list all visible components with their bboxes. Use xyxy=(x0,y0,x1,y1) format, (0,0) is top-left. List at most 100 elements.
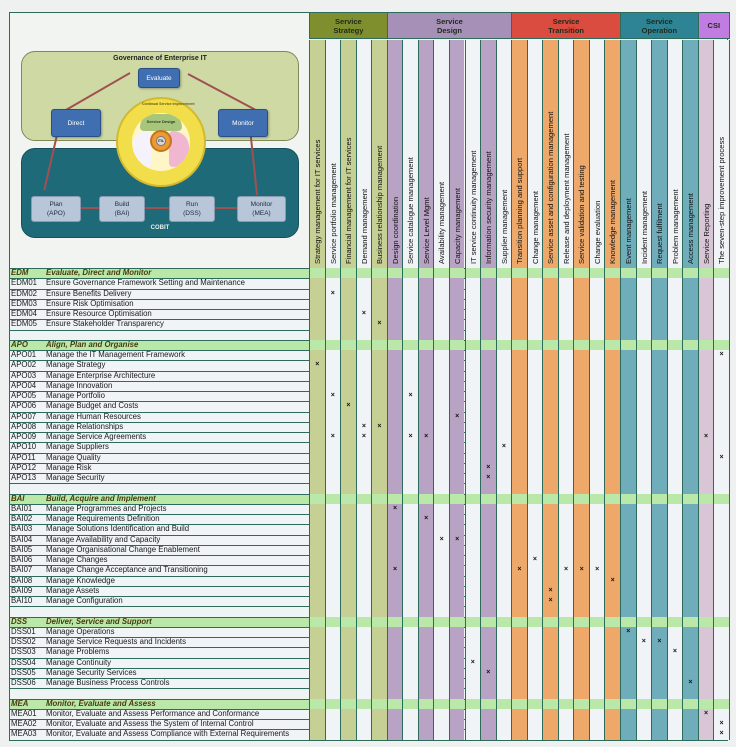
matrix-cell xyxy=(557,544,574,555)
matrix-cell xyxy=(635,319,652,330)
matrix-cell xyxy=(480,380,496,391)
matrix-cell xyxy=(635,534,652,545)
matrix-cell xyxy=(464,647,481,658)
matrix-cell xyxy=(402,503,418,514)
matrix-cell xyxy=(573,298,589,309)
matrix-cell xyxy=(526,473,543,484)
matrix-cell xyxy=(309,411,325,422)
matrix-cell xyxy=(542,667,558,678)
matrix-cell xyxy=(511,708,527,719)
mapping-mark-icon: × xyxy=(392,566,398,574)
matrix-cell xyxy=(666,442,683,453)
matrix-cell xyxy=(371,370,387,381)
matrix-cell xyxy=(526,493,543,504)
matrix-cell xyxy=(355,678,372,689)
matrix-cell xyxy=(604,493,620,504)
matrix-cell xyxy=(402,462,418,473)
matrix-cell xyxy=(309,719,325,730)
matrix-cell xyxy=(542,616,558,627)
mapping-mark-icon: × xyxy=(377,422,382,430)
section-title: Monitor, Evaluate and Assess xyxy=(46,698,156,708)
matrix-cell xyxy=(371,585,387,596)
process-row: APO07 Manage Human Resources × xyxy=(10,411,730,422)
matrix-cell xyxy=(433,411,449,422)
matrix-cell xyxy=(433,503,449,514)
matrix-cell xyxy=(635,268,652,279)
matrix-cell xyxy=(588,606,605,617)
matrix-cell xyxy=(573,350,589,361)
group-header: CSI xyxy=(697,12,730,39)
process-name: Manage the IT Management Framework xyxy=(46,350,185,359)
matrix-cell xyxy=(604,473,620,484)
matrix-cell xyxy=(604,719,620,730)
row-right-border xyxy=(728,401,730,412)
matrix-cell xyxy=(511,452,527,463)
matrix-cell xyxy=(417,350,434,361)
matrix-cell xyxy=(309,309,325,320)
matrix-cell xyxy=(666,524,683,535)
section-header-row: MEA Monitor, Evaluate and Assess xyxy=(10,698,730,709)
mapping-mark-icon: × xyxy=(626,627,631,635)
matrix-cell xyxy=(526,432,543,443)
matrix-cell xyxy=(511,626,527,637)
process-code: DSS05 xyxy=(11,667,36,677)
matrix-cell xyxy=(542,339,558,350)
column-header-label: Service catalogue management xyxy=(406,157,416,264)
process-code: EDM01 xyxy=(11,278,37,288)
matrix-cell xyxy=(324,268,341,279)
matrix-cell xyxy=(588,657,605,668)
matrix-cell xyxy=(588,452,605,463)
group-header: Service Strategy xyxy=(309,12,388,39)
matrix-cell xyxy=(651,391,667,402)
matrix-cell xyxy=(340,432,356,443)
matrix-cell xyxy=(542,473,558,484)
row-right-border xyxy=(728,698,730,709)
matrix-cell xyxy=(324,606,341,617)
matrix-cell xyxy=(371,493,387,504)
matrix-cell xyxy=(542,678,558,689)
matrix-cell xyxy=(371,678,387,689)
matrix-cell xyxy=(495,473,512,484)
matrix-cell xyxy=(651,339,667,350)
matrix-cell xyxy=(573,647,589,658)
matrix-cell xyxy=(324,647,341,658)
matrix-cell xyxy=(526,688,543,699)
section-header-row: BAI Build, Acquire and Implement xyxy=(10,493,730,504)
process-name: Manage Continuity xyxy=(46,657,112,667)
matrix-cell xyxy=(557,339,574,350)
matrix-cell xyxy=(635,585,652,596)
matrix-cell xyxy=(557,288,574,299)
matrix-cell xyxy=(526,411,543,422)
matrix-cell xyxy=(666,544,683,555)
matrix-cell xyxy=(386,585,403,596)
matrix-cell xyxy=(682,278,698,289)
matrix-cell xyxy=(371,575,387,586)
matrix-cell xyxy=(557,555,574,566)
matrix-cell xyxy=(448,565,465,576)
matrix-cell xyxy=(480,596,496,607)
matrix-cell xyxy=(448,370,465,381)
matrix-cell xyxy=(635,688,652,699)
matrix-cell xyxy=(480,493,496,504)
matrix-cell xyxy=(682,401,698,412)
matrix-cell xyxy=(697,391,714,402)
matrix-cell xyxy=(666,288,683,299)
matrix-cell xyxy=(324,524,341,535)
matrix-cell xyxy=(557,596,574,607)
matrix-cell xyxy=(480,309,496,320)
mapping-mark-icon: × xyxy=(486,668,491,676)
matrix-cell xyxy=(433,360,449,371)
matrix-cell xyxy=(309,319,325,330)
matrix-cell xyxy=(309,555,325,566)
matrix-cell xyxy=(324,493,341,504)
matrix-cell xyxy=(324,278,341,289)
matrix-cell xyxy=(682,667,698,678)
matrix-cell xyxy=(620,524,636,535)
matrix-cell xyxy=(526,350,543,361)
process-row: MEA02 Monitor, Evaluate and Assess the Sy… xyxy=(10,719,730,730)
matrix-cell xyxy=(324,626,341,637)
matrix-cell xyxy=(557,483,574,494)
matrix-cell xyxy=(355,534,372,545)
matrix-cell xyxy=(480,391,496,402)
matrix-cell xyxy=(371,626,387,637)
